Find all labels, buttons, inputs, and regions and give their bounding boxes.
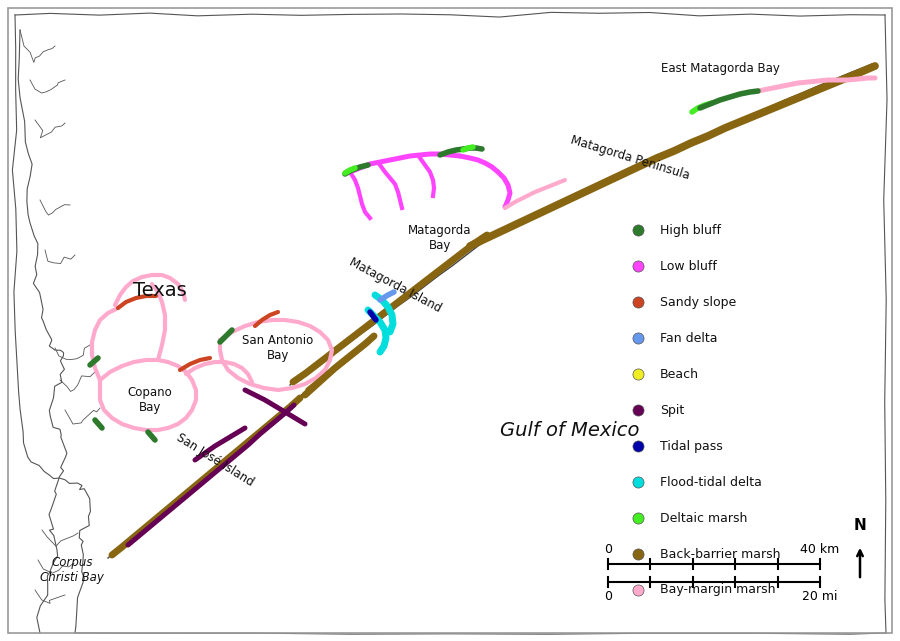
- Text: 0: 0: [604, 543, 612, 556]
- Text: 0: 0: [604, 590, 612, 603]
- Text: Low bluff: Low bluff: [660, 260, 717, 272]
- Text: East Matagorda Bay: East Matagorda Bay: [661, 62, 779, 74]
- Text: Sandy slope: Sandy slope: [660, 296, 736, 308]
- Text: Matagorda Peninsula: Matagorda Peninsula: [569, 134, 691, 182]
- Text: Back-barrier marsh: Back-barrier marsh: [660, 547, 780, 560]
- Text: 40 km: 40 km: [800, 543, 840, 556]
- Text: N: N: [853, 518, 867, 533]
- Text: Matagorda
Bay: Matagorda Bay: [409, 224, 472, 252]
- Text: Bay-margin marsh: Bay-margin marsh: [660, 583, 776, 597]
- Text: Gulf of Mexico: Gulf of Mexico: [500, 420, 640, 440]
- Text: High bluff: High bluff: [660, 224, 721, 237]
- Text: Tidal pass: Tidal pass: [660, 440, 723, 453]
- Text: Matagorda Island: Matagorda Island: [346, 255, 443, 315]
- Text: Texas: Texas: [133, 281, 187, 299]
- Text: 20 mi: 20 mi: [802, 590, 838, 603]
- Text: Beach: Beach: [660, 367, 699, 381]
- Text: Corpus
Christi Bay: Corpus Christi Bay: [40, 556, 104, 584]
- Text: Flood-tidal delta: Flood-tidal delta: [660, 476, 762, 488]
- Text: San Antonio
Bay: San Antonio Bay: [242, 334, 313, 362]
- Text: San José Island: San José Island: [174, 431, 256, 489]
- Text: Deltaic marsh: Deltaic marsh: [660, 512, 747, 524]
- Text: Spit: Spit: [660, 403, 684, 417]
- Text: Fan delta: Fan delta: [660, 331, 717, 344]
- Text: Copano
Bay: Copano Bay: [128, 386, 173, 414]
